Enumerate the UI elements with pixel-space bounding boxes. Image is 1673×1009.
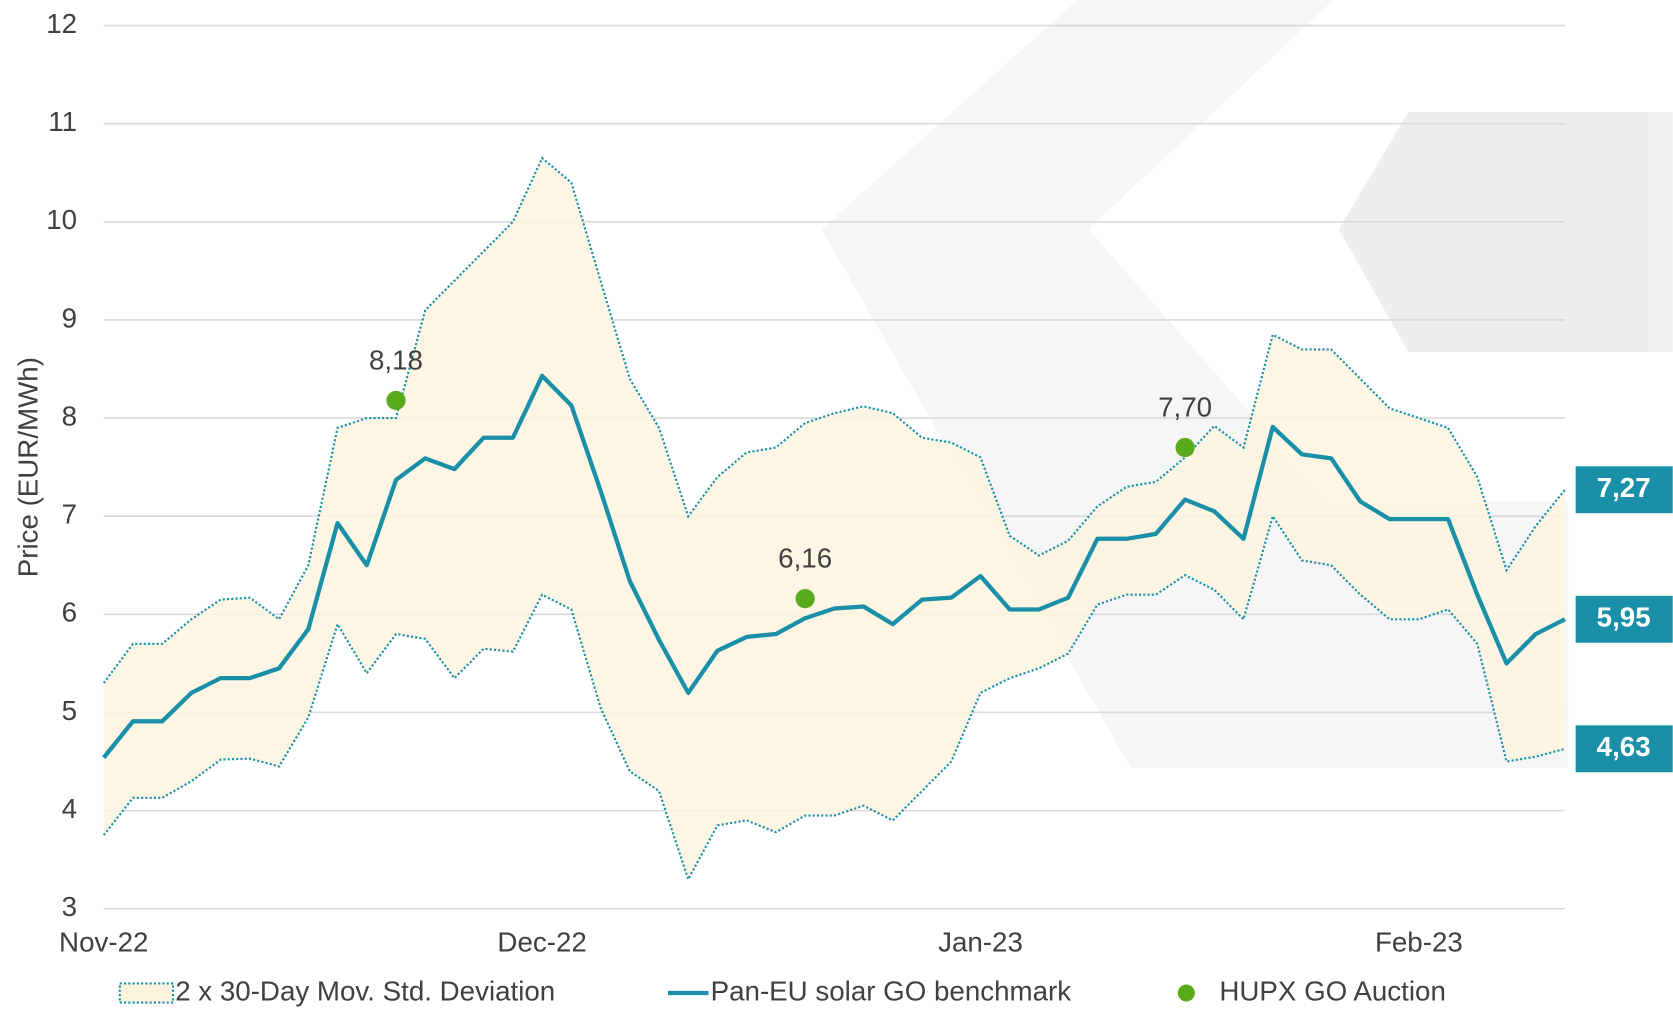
y-tick-label: 3 xyxy=(62,891,77,922)
legend-label: Pan-EU solar GO benchmark xyxy=(711,975,1072,1006)
band-area xyxy=(103,158,1565,880)
auction-point xyxy=(795,589,815,609)
end-label-box xyxy=(1575,595,1673,643)
legend-swatch xyxy=(118,982,175,1004)
legend: 2 x 30-Day Mov. Std. Deviation Pan-EU sol… xyxy=(118,975,1446,1006)
y-tick-label: 5 xyxy=(62,695,77,726)
data-label: 8,18 xyxy=(369,344,423,375)
y-tick-label: 11 xyxy=(48,106,77,137)
y-tick-label: 8 xyxy=(62,400,77,431)
auction-point xyxy=(1175,437,1195,458)
x-tick-label: Feb-23 xyxy=(1375,926,1463,957)
end-label: 5,95 xyxy=(1597,602,1651,633)
auction-point xyxy=(386,390,406,411)
y-tick-label: 6 xyxy=(62,597,77,628)
line xyxy=(102,373,1566,759)
end-label: 4,63 xyxy=(1597,731,1651,762)
y-tick-label: 4 xyxy=(62,793,77,824)
x-tick-label: Nov-22 xyxy=(59,926,148,957)
y-tick-label: 10 xyxy=(46,204,77,235)
legend-swatch xyxy=(1177,984,1195,1002)
data-label: 6,16 xyxy=(778,543,832,574)
legend-label: 2 x 30-Day Mov. Std. Deviation xyxy=(175,975,555,1006)
legend-label: HUPX GO Auction xyxy=(1219,975,1445,1006)
y-axis-label: Price (EUR/MWh) xyxy=(12,357,43,577)
x-tick-label: Jan-23 xyxy=(938,926,1023,957)
end-label-box xyxy=(1575,466,1673,514)
y-tick-label: 12 xyxy=(46,8,77,39)
x-tick-label: Dec-22 xyxy=(497,926,586,957)
y-tick-label: 7 xyxy=(62,499,77,530)
y-tick-label: 9 xyxy=(62,302,77,333)
end-label: 7,27 xyxy=(1597,472,1651,503)
end-label-box xyxy=(1575,725,1673,773)
data-label: 7,70 xyxy=(1158,391,1212,422)
band-lower xyxy=(102,513,1566,882)
